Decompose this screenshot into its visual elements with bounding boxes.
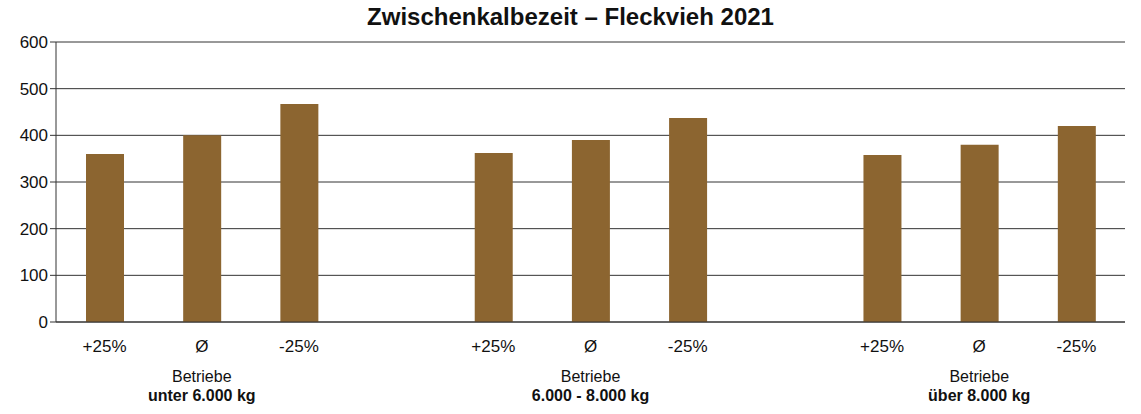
svg-text:Betriebe: Betriebe bbox=[172, 368, 232, 385]
svg-text:Ø: Ø bbox=[973, 337, 986, 356]
svg-text:über 8.000 kg: über 8.000 kg bbox=[928, 387, 1030, 404]
svg-text:Betriebe: Betriebe bbox=[949, 368, 1009, 385]
svg-text:+25%: +25% bbox=[471, 337, 515, 356]
svg-text:Ø: Ø bbox=[195, 337, 208, 356]
svg-text:-25%: -25% bbox=[1057, 337, 1097, 356]
svg-text:0: 0 bbox=[39, 313, 48, 332]
svg-text:600: 600 bbox=[20, 34, 48, 52]
svg-text:100: 100 bbox=[20, 266, 48, 285]
svg-text:400: 400 bbox=[20, 126, 48, 145]
svg-text:Ø: Ø bbox=[584, 337, 597, 356]
svg-text:+25%: +25% bbox=[860, 337, 904, 356]
svg-text:+25%: +25% bbox=[83, 337, 127, 356]
svg-text:-25%: -25% bbox=[279, 337, 319, 356]
svg-text:200: 200 bbox=[20, 220, 48, 239]
svg-text:unter 6.000 kg: unter 6.000 kg bbox=[148, 387, 256, 404]
svg-text:500: 500 bbox=[20, 80, 48, 99]
svg-text:6.000 - 8.000 kg: 6.000 - 8.000 kg bbox=[532, 387, 649, 404]
svg-text:300: 300 bbox=[20, 173, 48, 192]
html-text:Zwischenkalbezeit – Fleckvieh: Zwischenkalbezeit – Fleckvieh 2021 bbox=[367, 3, 774, 30]
svg-text:-25%: -25% bbox=[668, 337, 708, 356]
svg-text:Betriebe: Betriebe bbox=[561, 368, 621, 385]
